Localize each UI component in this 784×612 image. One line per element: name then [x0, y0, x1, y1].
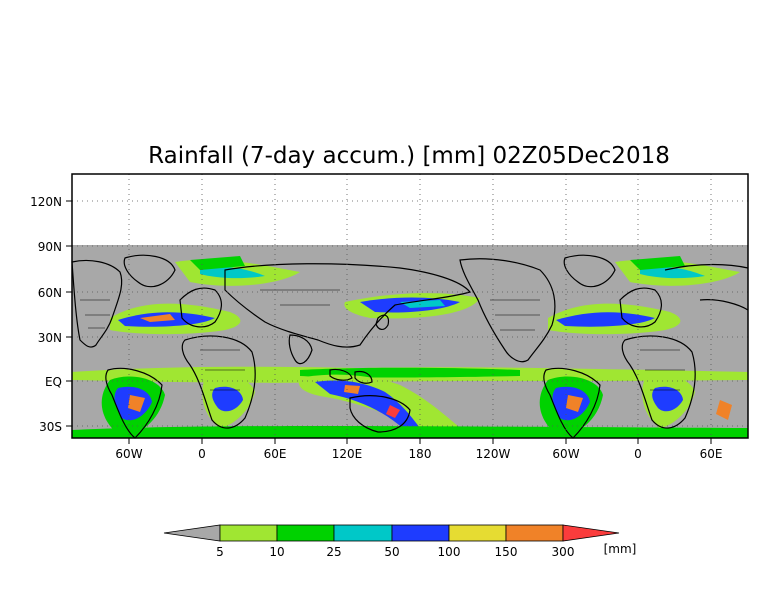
colorbar-label: 50 [384, 545, 399, 559]
map-frame [71, 173, 749, 439]
lat-tick-label: 90N [38, 240, 62, 254]
lon-tick-label: 60W [552, 447, 579, 461]
lon-tick-label: 180 [409, 447, 432, 461]
colorbar-segment [448, 524, 507, 542]
map-panel [71, 173, 749, 439]
lon-tick-label: 120E [332, 447, 363, 461]
lat-tick-label: 60N [38, 286, 62, 300]
colorbar-over-arrow [562, 524, 620, 542]
rainfall-patches [72, 256, 748, 438]
lat-tick-label: 30N [38, 331, 62, 345]
lon-axis: 60W 0 60E 120E 180 120W 60W 0 60E [115, 438, 722, 461]
colorbar-under-arrow [163, 524, 221, 542]
colorbar-segment [505, 524, 564, 542]
colorbar-label: 10 [269, 545, 284, 559]
colorbar-label: 5 [216, 545, 224, 559]
lon-tick-label: 60E [264, 447, 287, 461]
lat-tick-label: 30S [39, 420, 62, 434]
lon-tick-label: 120W [476, 447, 511, 461]
colorbar: 5 10 25 50 100 150 300 [mm] [163, 524, 637, 559]
lon-tick-label: 60E [700, 447, 723, 461]
lon-tick-label: 0 [634, 447, 642, 461]
lat-tick-label: EQ [45, 375, 62, 389]
coastlines [71, 254, 749, 439]
colorbar-segment [276, 524, 335, 542]
lat-tick-label: 120N [30, 195, 62, 209]
lon-tick-label: 0 [198, 447, 206, 461]
lon-tick-label: 60W [115, 447, 142, 461]
lat-axis: 120N 90N 60N 30N EQ 30S [30, 195, 72, 434]
colorbar-unit: [mm] [604, 542, 637, 556]
graticule [72, 174, 748, 438]
colorbar-segment [333, 524, 393, 542]
colorbar-label: 25 [326, 545, 341, 559]
colorbar-segment [391, 524, 450, 542]
colorbar-segment [219, 524, 278, 542]
colorbar-label: 300 [552, 545, 575, 559]
colorbar-label: 150 [495, 545, 518, 559]
colorbar-label: 100 [438, 545, 461, 559]
map-title: Rainfall (7-day accum.) [mm] 02Z05Dec201… [148, 143, 670, 169]
country-borders [80, 289, 685, 391]
